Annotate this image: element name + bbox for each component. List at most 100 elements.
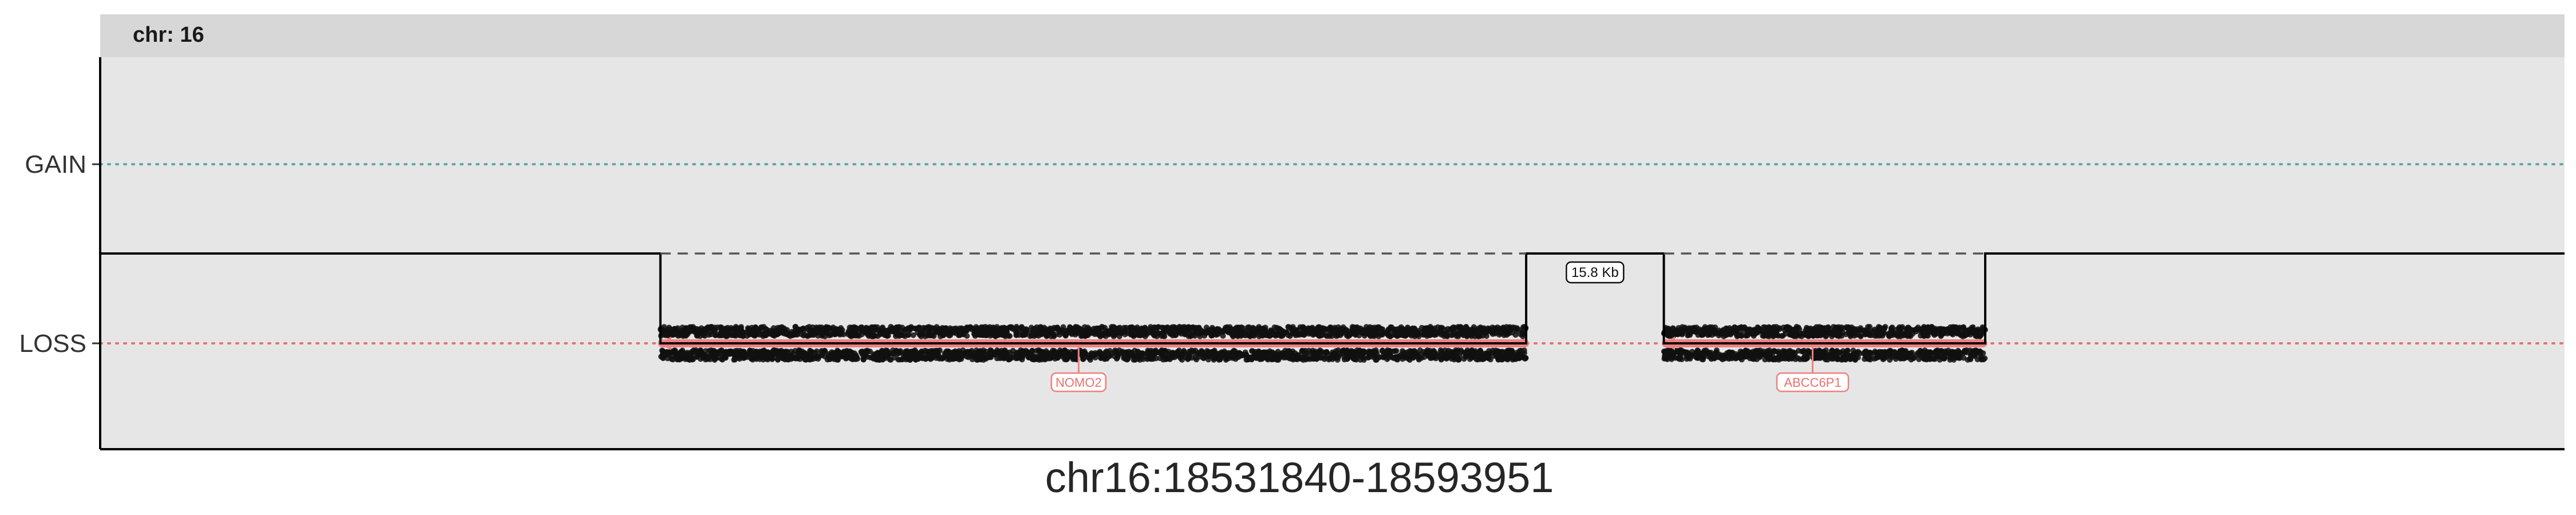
data-point — [1062, 355, 1068, 361]
data-point — [1013, 324, 1020, 330]
data-point — [1700, 331, 1706, 338]
data-point — [1807, 332, 1813, 338]
data-point — [1375, 324, 1381, 330]
data-point — [1921, 324, 1927, 330]
data-point — [1415, 352, 1421, 359]
data-point — [1227, 324, 1233, 330]
data-point — [879, 330, 886, 336]
data-point — [1363, 327, 1369, 333]
data-point — [1197, 330, 1203, 336]
data-point — [1448, 348, 1454, 355]
data-point — [1763, 331, 1768, 338]
data-point — [1496, 350, 1503, 356]
data-point — [907, 348, 914, 355]
data-point — [964, 348, 970, 355]
data-point — [1226, 355, 1232, 362]
data-point — [1170, 350, 1175, 356]
data-point — [1726, 349, 1732, 355]
data-point — [1950, 324, 1956, 330]
data-point — [1081, 328, 1087, 334]
data-point — [1293, 327, 1299, 333]
data-point — [1751, 356, 1757, 362]
data-point — [1736, 325, 1743, 331]
data-point — [660, 355, 666, 362]
data-point — [773, 347, 780, 354]
data-point — [875, 327, 881, 334]
data-point — [768, 354, 775, 360]
data-point — [871, 352, 877, 359]
data-point — [1711, 327, 1717, 333]
data-point — [687, 324, 693, 330]
data-point — [1010, 347, 1016, 354]
data-point — [869, 333, 875, 339]
data-point — [1398, 324, 1404, 330]
data-point — [1029, 347, 1036, 354]
data-point — [1977, 349, 1984, 355]
data-point — [1186, 324, 1192, 330]
facet-label: chr: 16 — [133, 23, 204, 47]
data-point — [884, 333, 890, 339]
data-point — [1244, 355, 1251, 361]
data-point — [1427, 347, 1433, 354]
data-point — [1430, 331, 1436, 338]
data-point — [1456, 353, 1463, 359]
data-point — [1508, 348, 1515, 354]
data-point — [1029, 332, 1035, 339]
data-point — [907, 325, 914, 331]
data-point — [1469, 354, 1476, 360]
data-point — [1305, 325, 1311, 331]
data-point — [1497, 330, 1503, 336]
data-point — [989, 352, 995, 358]
data-point — [1802, 353, 1808, 359]
data-point — [847, 332, 854, 339]
data-point — [1170, 324, 1176, 330]
data-point — [1748, 349, 1754, 355]
data-point — [1486, 326, 1492, 332]
data-point — [1945, 347, 1951, 354]
data-point — [1504, 351, 1510, 357]
data-point — [1132, 332, 1138, 338]
data-point — [1494, 324, 1500, 330]
data-point — [1824, 327, 1831, 333]
data-point — [664, 331, 670, 338]
data-point — [1821, 350, 1827, 356]
data-point — [773, 329, 779, 335]
data-point — [1741, 328, 1747, 334]
data-point — [1954, 330, 1961, 336]
data-point — [1847, 355, 1854, 362]
data-point — [1285, 332, 1291, 338]
data-point — [1100, 332, 1107, 338]
data-point — [1052, 332, 1058, 338]
data-point — [784, 348, 791, 355]
data-point — [979, 351, 986, 358]
data-point — [758, 353, 764, 359]
data-point — [804, 324, 811, 331]
data-point — [938, 327, 944, 333]
data-point — [1444, 330, 1451, 336]
data-point — [1474, 332, 1480, 339]
copy-number-step-line — [100, 252, 2565, 344]
data-point — [910, 332, 916, 338]
data-point — [933, 347, 939, 354]
data-point — [1922, 347, 1928, 354]
data-point — [936, 355, 942, 362]
data-point — [1685, 332, 1691, 339]
data-point — [1143, 330, 1148, 336]
data-point — [1930, 356, 1937, 362]
data-point — [1814, 354, 1820, 360]
data-point — [812, 329, 819, 335]
data-point — [740, 333, 746, 339]
data-point — [1373, 347, 1379, 354]
data-point — [985, 327, 991, 333]
data-point — [1853, 350, 1859, 355]
data-point — [1864, 330, 1871, 336]
data-points — [657, 324, 1988, 363]
data-point — [1408, 352, 1414, 358]
data-point — [1091, 326, 1097, 332]
data-point — [952, 355, 958, 362]
data-point — [1844, 347, 1851, 354]
data-point — [864, 331, 870, 337]
reference-lines — [99, 163, 2566, 344]
data-point — [1085, 355, 1092, 361]
